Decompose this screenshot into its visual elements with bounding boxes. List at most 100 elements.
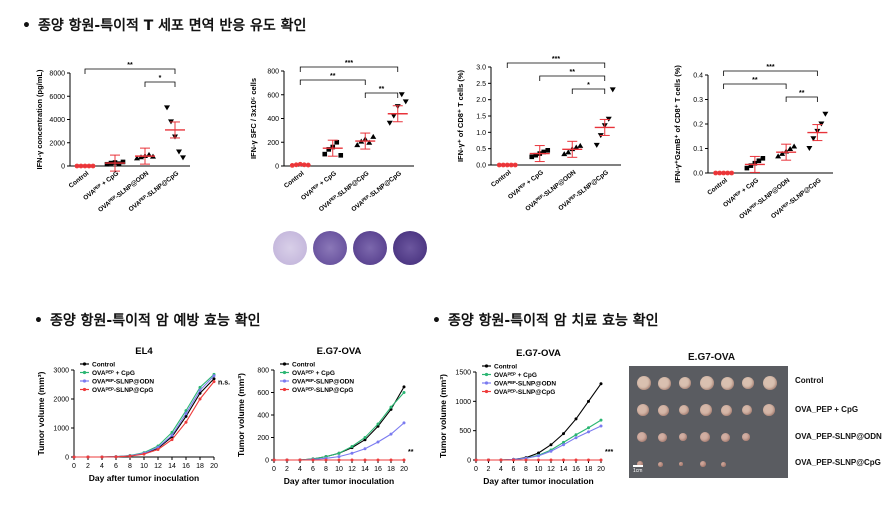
data-point xyxy=(164,105,170,111)
significance-label: n.s. xyxy=(218,380,230,387)
legend-label: OVAᴾᴱᴾ-SLNP@ODN xyxy=(92,379,154,386)
significance-label: * xyxy=(587,82,590,89)
y-tick-label: 800 xyxy=(257,368,269,375)
tumor-specimen xyxy=(679,377,691,389)
y-axis-label: IFN-γ SFC / 3x10⁵ cells xyxy=(249,78,258,159)
series-point xyxy=(587,458,590,462)
series-point xyxy=(574,417,578,421)
y-tick-label: 3000 xyxy=(53,368,69,375)
elispot-well-cpg xyxy=(313,231,347,265)
x-tick-label: 8 xyxy=(324,466,328,473)
data-point xyxy=(398,92,405,98)
legend-label: OVAᴾᴱᴾ + CpG xyxy=(92,370,135,377)
y-tick-label: 0.0 xyxy=(476,163,486,170)
data-point xyxy=(541,149,547,155)
tumor-specimen xyxy=(700,404,712,416)
significance-label: ** xyxy=(752,77,758,84)
series-point xyxy=(128,454,132,458)
data-point xyxy=(334,139,340,145)
significance-bracket xyxy=(506,62,606,68)
y-tick-label: 0.4 xyxy=(693,73,703,80)
y-tick-label: 4000 xyxy=(49,117,65,124)
tumor-row-label-0: Control xyxy=(795,376,824,385)
data-point xyxy=(402,99,409,105)
y-tick-label: 6000 xyxy=(49,94,65,101)
x-tick-label: 0 xyxy=(272,466,276,473)
y-axis-label: Tumor volume (mm³) xyxy=(36,371,46,455)
series-point xyxy=(599,418,603,422)
y-tick-label: 0.5 xyxy=(476,146,486,153)
y-tick-label: 0 xyxy=(65,455,69,462)
tumor-specimen xyxy=(742,405,752,415)
tumor-specimen xyxy=(763,404,775,416)
y-axis-label: IFN-γ⁺GzmB⁺ of CD8⁺ T cells (%) xyxy=(673,65,682,183)
legend-marker xyxy=(484,389,489,394)
section-heading-prevention: • 종양 항원-특이적 암 예방 효능 확인 xyxy=(34,313,261,329)
x-tick-label: 20 xyxy=(597,466,605,473)
category-label: OVAᴾᴱᴾ-SLNP@CpG xyxy=(128,170,181,213)
elispot-well-odn xyxy=(353,231,387,265)
series-point xyxy=(549,443,553,447)
chart-title: E.G7-OVA xyxy=(516,348,561,359)
x-tick-label: 16 xyxy=(374,466,382,473)
series-point xyxy=(363,447,367,451)
tumor-specimen xyxy=(679,462,683,466)
data-point xyxy=(338,153,344,158)
data-point xyxy=(806,146,813,151)
x-tick-label: 0 xyxy=(474,466,478,473)
data-point xyxy=(756,158,762,164)
series-point xyxy=(402,391,406,394)
data-point xyxy=(390,113,397,119)
series-point xyxy=(337,458,341,462)
significance-bracket xyxy=(723,83,787,89)
legend-marker xyxy=(282,379,287,383)
section-heading-text: 종양 항원-특이적 암 예방 효능 확인 xyxy=(50,313,261,329)
legend-marker xyxy=(282,362,287,366)
series-point xyxy=(350,445,354,448)
data-point xyxy=(791,143,798,149)
y-tick-label: 2000 xyxy=(53,397,69,404)
series-point xyxy=(376,422,380,426)
y-tick-label: 400 xyxy=(257,413,269,420)
series-point xyxy=(402,458,406,462)
y-tick-label: 0 xyxy=(61,164,65,171)
data-point xyxy=(545,148,551,153)
legend-marker xyxy=(484,372,489,377)
legend-marker xyxy=(282,387,287,392)
chart-title: E.G7-OVA xyxy=(317,346,362,357)
significance-label: *** xyxy=(345,60,353,67)
y-axis-label: IFN-γ⁺ of CD8⁺ T cells (%) xyxy=(456,69,465,162)
x-tick-label: 0 xyxy=(72,463,76,470)
cd8-ifn-gzmb-chart: 0.0 0.1 0.2 0.3 0.4 IFN-γ⁺GzmB⁺ of CD8⁺ T cel… xyxy=(673,64,833,221)
legend-marker xyxy=(82,379,87,383)
data-point xyxy=(366,139,373,145)
series-point xyxy=(512,458,515,462)
tumor-specimen xyxy=(700,376,714,390)
y-tick-label: 2.0 xyxy=(476,97,486,104)
tumor-photo-title: E.G7-OVA xyxy=(688,352,736,363)
category-label: Control xyxy=(68,170,91,190)
series-point xyxy=(170,438,174,442)
tumor-specimen xyxy=(763,376,777,390)
x-axis-label: Day after tumor inoculation xyxy=(483,476,594,486)
series-point xyxy=(324,458,328,462)
significance-label: ** xyxy=(379,86,385,93)
series-point xyxy=(587,399,590,403)
series-point xyxy=(562,432,565,436)
data-point xyxy=(748,163,754,168)
y-tick-label: 600 xyxy=(257,390,269,397)
x-tick-label: 18 xyxy=(585,466,593,473)
tumor-specimen xyxy=(742,433,750,441)
tumor-photo xyxy=(629,366,788,478)
series-point xyxy=(170,433,174,437)
data-point xyxy=(533,152,539,158)
significance-label: * xyxy=(159,75,162,82)
series-point xyxy=(402,421,406,425)
series-point xyxy=(599,382,603,386)
data-point xyxy=(370,133,377,139)
series-point xyxy=(537,458,540,462)
series-point xyxy=(376,440,380,444)
series-point xyxy=(350,458,354,462)
series-point xyxy=(587,426,590,430)
x-tick-label: 18 xyxy=(196,463,204,470)
